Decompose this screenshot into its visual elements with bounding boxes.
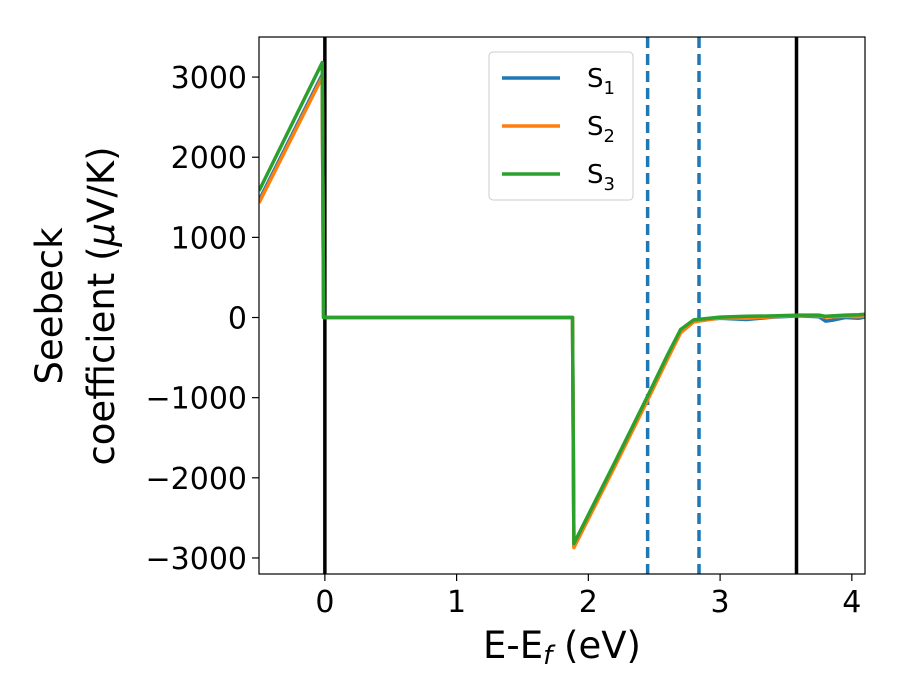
- y-axis-label-line2: coefficient (μV/K): [80, 146, 123, 465]
- y-tick-label: −2000: [146, 462, 247, 497]
- x-tick-label: 3: [711, 585, 730, 620]
- y-axis: −3000 −2000 −1000 0 1000 2000 3000: [146, 61, 259, 577]
- x-axis-label: E-Ef (eV): [483, 624, 641, 671]
- legend-label-s1: S1: [587, 64, 615, 99]
- y-tick-label: −3000: [146, 542, 247, 577]
- y-tick-label: 3000: [171, 61, 247, 96]
- x-axis: 0 1 2 3 4: [315, 574, 861, 620]
- x-tick-label: 2: [579, 585, 598, 620]
- x-tick-label: 1: [447, 585, 466, 620]
- legend-label-s3: S3: [587, 160, 615, 195]
- legend: S1 S2 S3: [488, 51, 634, 201]
- x-tick-label: 4: [842, 585, 861, 620]
- legend-label-s2: S2: [587, 112, 615, 147]
- y-axis-label-line1: Seebeck: [28, 227, 71, 385]
- axes-frame: [258, 36, 866, 575]
- legend-box: [488, 51, 634, 201]
- y-tick-label: 0: [228, 302, 247, 337]
- y-tick-label: 1000: [171, 221, 247, 256]
- y-tick-label: 2000: [171, 141, 247, 176]
- plot-area: [259, 37, 865, 574]
- series-line-s3: [259, 60, 865, 546]
- y-axis-label: Seebeck coefficient (μV/K): [28, 146, 123, 465]
- y-tick-label: −1000: [146, 382, 247, 417]
- x-tick-label: 0: [315, 585, 334, 620]
